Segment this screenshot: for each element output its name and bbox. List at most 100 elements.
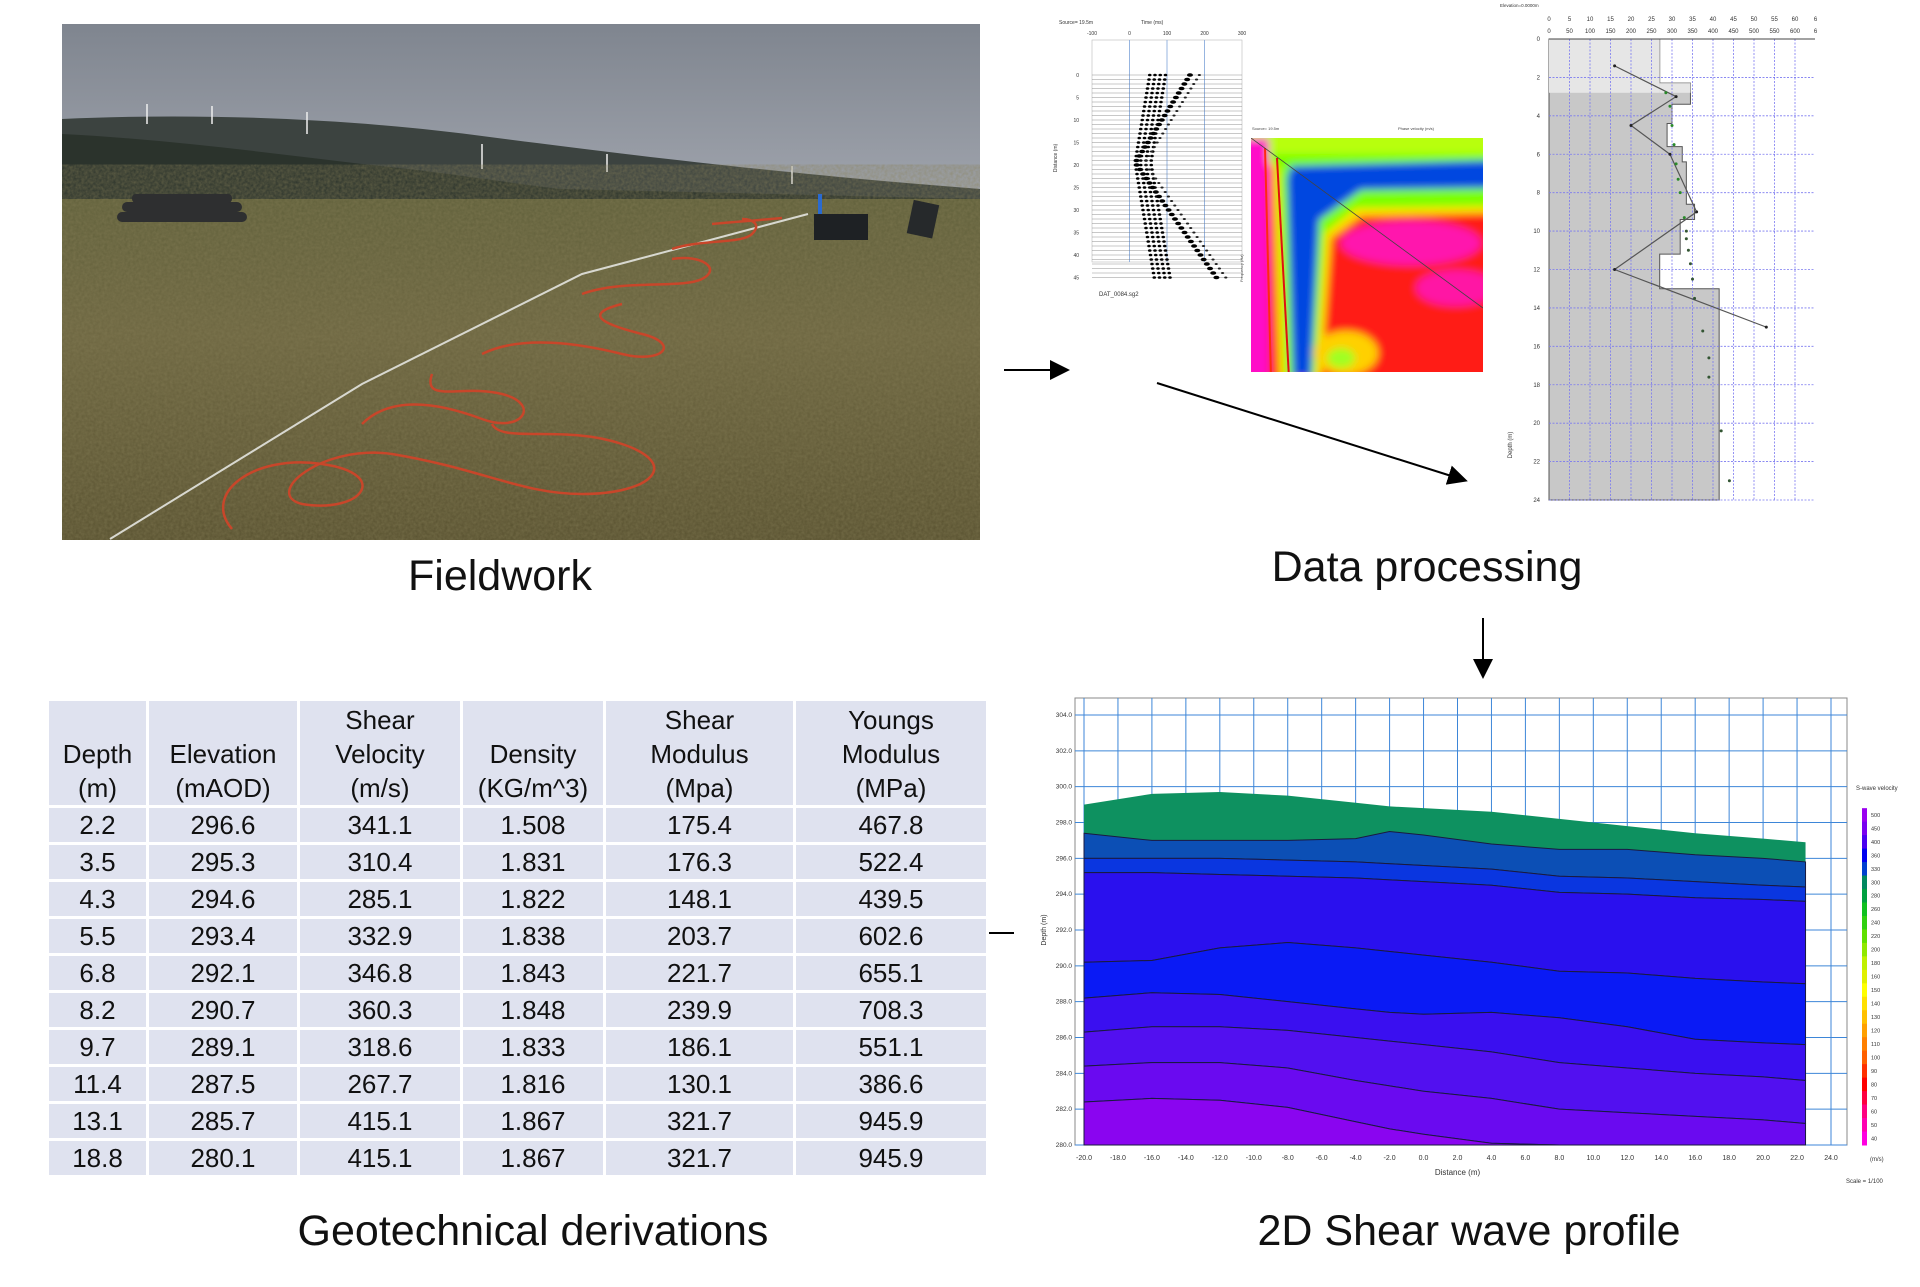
measured-velocity-point bbox=[1727, 479, 1731, 483]
trace-wavelet bbox=[1147, 213, 1151, 216]
trace-wavelet bbox=[1144, 127, 1148, 131]
table-cell: 341.1 bbox=[300, 808, 460, 842]
table-cell: 1.867 bbox=[463, 1141, 603, 1175]
dispersion-y-label: Frequency (Hz) bbox=[1239, 254, 1244, 282]
trace-wavelet bbox=[1150, 131, 1157, 136]
trace-wavelet bbox=[1140, 118, 1145, 122]
table-cell: 290.7 bbox=[149, 993, 297, 1027]
measured-velocity-point bbox=[1719, 429, 1723, 433]
trace-wavelet bbox=[1163, 128, 1168, 130]
table-row: 3.5 295.3 310.4 1.831 176.3 522.4 bbox=[49, 845, 986, 879]
shear-wave-profile-chart: -20.0 -18.0 -16.0 -14.0 -12.0 -10.0 -8.0 -6.0 -4… bbox=[1041, 697, 1898, 1185]
legend-swatch bbox=[1862, 1091, 1867, 1106]
trace-wavelet bbox=[1213, 275, 1220, 280]
measured-velocity-point bbox=[1684, 229, 1688, 233]
trace-wavelet bbox=[1150, 154, 1154, 158]
column-header-line: Shear bbox=[345, 705, 415, 735]
table-cell: 267.7 bbox=[300, 1067, 460, 1101]
y-tick-label: 296.0 bbox=[1056, 855, 1073, 862]
trace-wavelet bbox=[1159, 222, 1163, 225]
table-cell: 1.838 bbox=[463, 919, 603, 953]
legend-value: 240 bbox=[1871, 921, 1880, 927]
table-cell: 11.4 bbox=[49, 1067, 146, 1101]
trace-wavelet bbox=[1153, 105, 1157, 108]
trace-wavelet bbox=[1144, 91, 1149, 95]
measured-velocity-point bbox=[1693, 296, 1697, 300]
legend-swatch bbox=[1862, 983, 1867, 998]
measured-velocity-point bbox=[1701, 329, 1705, 333]
trace-wavelet bbox=[1152, 141, 1157, 144]
trace-wavelet bbox=[1144, 168, 1149, 171]
depth-tick: 12 bbox=[1533, 268, 1540, 274]
trace-wavelet bbox=[1143, 132, 1148, 135]
trace-wavelet bbox=[1162, 276, 1167, 279]
table-cell: 708.3 bbox=[796, 993, 986, 1027]
trace-wavelet bbox=[1155, 262, 1160, 266]
trace-wavelet bbox=[1141, 141, 1146, 144]
grass-texture bbox=[62, 199, 980, 540]
column-header-line: (KG/m^3) bbox=[477, 773, 589, 803]
distance-axis-label: Distance (m) bbox=[1053, 143, 1059, 172]
table-cell: 1.833 bbox=[463, 1030, 603, 1064]
table-cell: 293.4 bbox=[149, 919, 297, 953]
distance-tick: 25 bbox=[1073, 186, 1079, 192]
trace-wavelet bbox=[1214, 263, 1218, 265]
table-cell: 321.7 bbox=[606, 1104, 793, 1138]
top-axis-tick-b: 350 bbox=[1687, 29, 1698, 35]
trace-wavelet bbox=[1157, 182, 1161, 184]
trace-wavelet bbox=[1156, 271, 1161, 275]
elevation-label: Elevation=0.0000m bbox=[1500, 3, 1539, 8]
trace-wavelet bbox=[1157, 213, 1162, 216]
table-row: 18.8 280.1 415.1 1.867 321.7 945.9 bbox=[49, 1141, 986, 1175]
top-axis-tick-b: 550 bbox=[1769, 29, 1780, 35]
y-tick-label: 298.0 bbox=[1056, 820, 1073, 827]
legend-swatch bbox=[1862, 875, 1867, 890]
measured-velocity-point bbox=[1686, 248, 1690, 252]
trace-wavelet bbox=[1149, 163, 1154, 167]
trace-wavelet bbox=[1144, 123, 1149, 126]
trace-wavelet bbox=[1143, 222, 1148, 225]
time-tick: -100 bbox=[1087, 31, 1097, 37]
trace-wavelet bbox=[1135, 150, 1139, 153]
dispersion-colormap bbox=[1251, 138, 1483, 372]
trace-wavelet bbox=[1161, 132, 1165, 135]
trace-wavelet bbox=[1176, 209, 1180, 211]
column-header: Depth (m) bbox=[49, 701, 146, 805]
trace-wavelet bbox=[1166, 123, 1171, 126]
table-cell: 310.4 bbox=[300, 845, 460, 879]
trace-wavelet bbox=[1145, 204, 1150, 207]
x-tick-label: -12.0 bbox=[1212, 1155, 1228, 1162]
legend-value: 90 bbox=[1871, 1069, 1877, 1075]
measured-velocity-point bbox=[1670, 123, 1674, 127]
legend-value: 130 bbox=[1871, 1015, 1880, 1021]
wind-turbines bbox=[146, 104, 793, 184]
trace-wavelet bbox=[1200, 257, 1207, 262]
trace-wavelet bbox=[1169, 119, 1173, 121]
trace-wavelet bbox=[1160, 186, 1164, 189]
depth-tick: 22 bbox=[1533, 460, 1540, 466]
trace-wavelet bbox=[1149, 96, 1154, 99]
trace-wavelet bbox=[1195, 236, 1199, 238]
fieldwork-photo bbox=[62, 24, 980, 540]
trace-wavelet bbox=[1147, 155, 1151, 157]
table-cell: 522.4 bbox=[796, 845, 986, 879]
trace-wavelet bbox=[1154, 226, 1159, 230]
velocity-band bbox=[1083, 1097, 1806, 1146]
trace-wavelet bbox=[1150, 123, 1154, 126]
trace-wavelet bbox=[1208, 254, 1212, 256]
top-axis-tick-a: 60 bbox=[1792, 17, 1799, 23]
arrow-to-vs-profile bbox=[1156, 382, 1468, 485]
measured-velocity-point bbox=[1707, 375, 1711, 379]
trace-wavelet bbox=[1144, 195, 1148, 198]
trace-wavelet bbox=[1154, 96, 1159, 99]
legend-swatch bbox=[1862, 1010, 1867, 1025]
trace-wavelet bbox=[1147, 249, 1152, 252]
trace-wavelet bbox=[1149, 226, 1154, 230]
legend-title: S-wave velocity bbox=[1856, 786, 1898, 792]
trace-wavelet bbox=[1141, 109, 1146, 113]
top-axis-tick-b: 300 bbox=[1667, 29, 1678, 35]
trace-wavelet bbox=[1137, 136, 1142, 140]
trace-wavelet bbox=[1138, 159, 1143, 162]
trace-wavelet bbox=[1164, 253, 1169, 257]
trace-wavelet bbox=[1172, 95, 1179, 100]
